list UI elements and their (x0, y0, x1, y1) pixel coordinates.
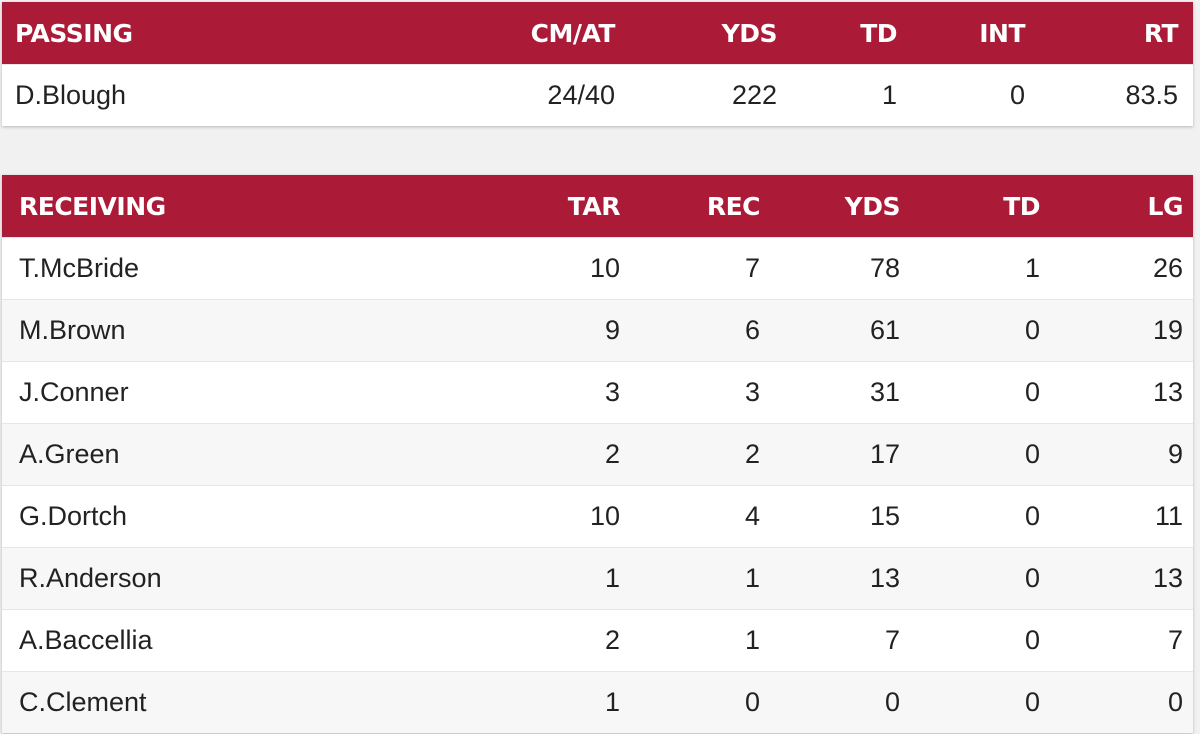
header-passer-rating: RT (1025, 2, 1193, 65)
longest-reception-value: 11 (1040, 485, 1193, 548)
receiving-yards-value: 78 (760, 237, 900, 300)
passing-title: PASSING (2, 2, 202, 65)
header-targets: TAR (202, 175, 621, 238)
receiving-yards-value: 15 (760, 485, 900, 548)
header-passing-touchdowns: TD (777, 2, 898, 65)
header-receiving-yards: YDS (760, 175, 901, 238)
targets-value: 1 (202, 547, 620, 610)
header-receiving-touchdowns: TD (900, 175, 1041, 238)
receptions-value: 4 (620, 485, 760, 548)
table-row: R.Anderson 1 1 13 0 13 (2, 547, 1193, 610)
receiving-header-row: RECEIVING TAR REC YDS TD LG (2, 175, 1193, 238)
receiving-yards-value: 17 (760, 423, 900, 486)
table-row: D.Blough 24/40 222 1 0 83.5 (2, 64, 1193, 126)
table-row: J.Conner 3 3 31 0 13 (2, 361, 1193, 424)
longest-reception-value: 26 (1040, 237, 1193, 300)
targets-value: 10 (202, 485, 620, 548)
longest-reception-value: 19 (1040, 299, 1193, 362)
receiving-yards-value: 7 (760, 609, 900, 672)
header-receptions: REC (620, 175, 761, 238)
player-name: G.Dortch (2, 485, 202, 548)
receiving-yards-value: 13 (760, 547, 900, 610)
table-row: G.Dortch 10 4 15 0 11 (2, 485, 1193, 548)
receptions-value: 7 (620, 237, 760, 300)
header-completions-attempts: CM/AT (202, 2, 616, 65)
player-name: D.Blough (2, 64, 202, 126)
targets-value: 2 (202, 423, 620, 486)
completions-attempts-value: 24/40 (202, 64, 615, 126)
targets-value: 9 (202, 299, 620, 362)
targets-value: 2 (202, 609, 620, 672)
header-longest-reception: LG (1040, 175, 1193, 238)
receptions-value: 1 (620, 609, 760, 672)
receiving-yards-value: 61 (760, 299, 900, 362)
receiving-touchdowns-value: 0 (900, 423, 1040, 486)
table-row: M.Brown 9 6 61 0 19 (2, 299, 1193, 362)
passing-stats-table: PASSING CM/AT YDS TD INT RT D.Blough 24/… (2, 2, 1193, 126)
receiving-title: RECEIVING (2, 175, 202, 238)
player-name: J.Conner (2, 361, 202, 424)
player-name: T.McBride (2, 237, 202, 300)
receptions-value: 3 (620, 361, 760, 424)
player-name: A.Green (2, 423, 202, 486)
receiving-touchdowns-value: 0 (900, 299, 1040, 362)
longest-reception-value: 9 (1040, 423, 1193, 486)
player-name: R.Anderson (2, 547, 202, 610)
receiving-touchdowns-value: 0 (900, 671, 1040, 733)
receiving-touchdowns-value: 0 (900, 361, 1040, 424)
header-interceptions: INT (897, 2, 1026, 65)
passing-touchdowns-value: 1 (777, 64, 897, 126)
targets-value: 1 (202, 671, 620, 733)
targets-value: 3 (202, 361, 620, 424)
table-row: A.Green 2 2 17 0 9 (2, 423, 1193, 486)
receiving-touchdowns-value: 0 (900, 485, 1040, 548)
player-name: A.Baccellia (2, 609, 202, 672)
interceptions-value: 0 (897, 64, 1025, 126)
longest-reception-value: 13 (1040, 361, 1193, 424)
player-name: C.Clement (2, 671, 202, 733)
header-passing-yards: YDS (615, 2, 778, 65)
receptions-value: 6 (620, 299, 760, 362)
receiving-stats-table: RECEIVING TAR REC YDS TD LG T.McBride 10… (2, 175, 1193, 733)
table-row: A.Baccellia 2 1 7 0 7 (2, 609, 1193, 672)
passing-yards-value: 222 (615, 64, 777, 126)
receptions-value: 0 (620, 671, 760, 733)
table-row: T.McBride 10 7 78 1 26 (2, 237, 1193, 300)
passing-header-row: PASSING CM/AT YDS TD INT RT (2, 2, 1193, 65)
receiving-yards-value: 0 (760, 671, 900, 733)
longest-reception-value: 13 (1040, 547, 1193, 610)
receiving-yards-value: 31 (760, 361, 900, 424)
longest-reception-value: 7 (1040, 609, 1193, 672)
passer-rating-value: 83.5 (1025, 64, 1193, 126)
receiving-touchdowns-value: 0 (900, 547, 1040, 610)
targets-value: 10 (202, 237, 620, 300)
table-row: C.Clement 1 0 0 0 0 (2, 671, 1193, 733)
receptions-value: 2 (620, 423, 760, 486)
receiving-touchdowns-value: 1 (900, 237, 1040, 300)
receiving-touchdowns-value: 0 (900, 609, 1040, 672)
player-name: M.Brown (2, 299, 202, 362)
receptions-value: 1 (620, 547, 760, 610)
longest-reception-value: 0 (1040, 671, 1193, 733)
